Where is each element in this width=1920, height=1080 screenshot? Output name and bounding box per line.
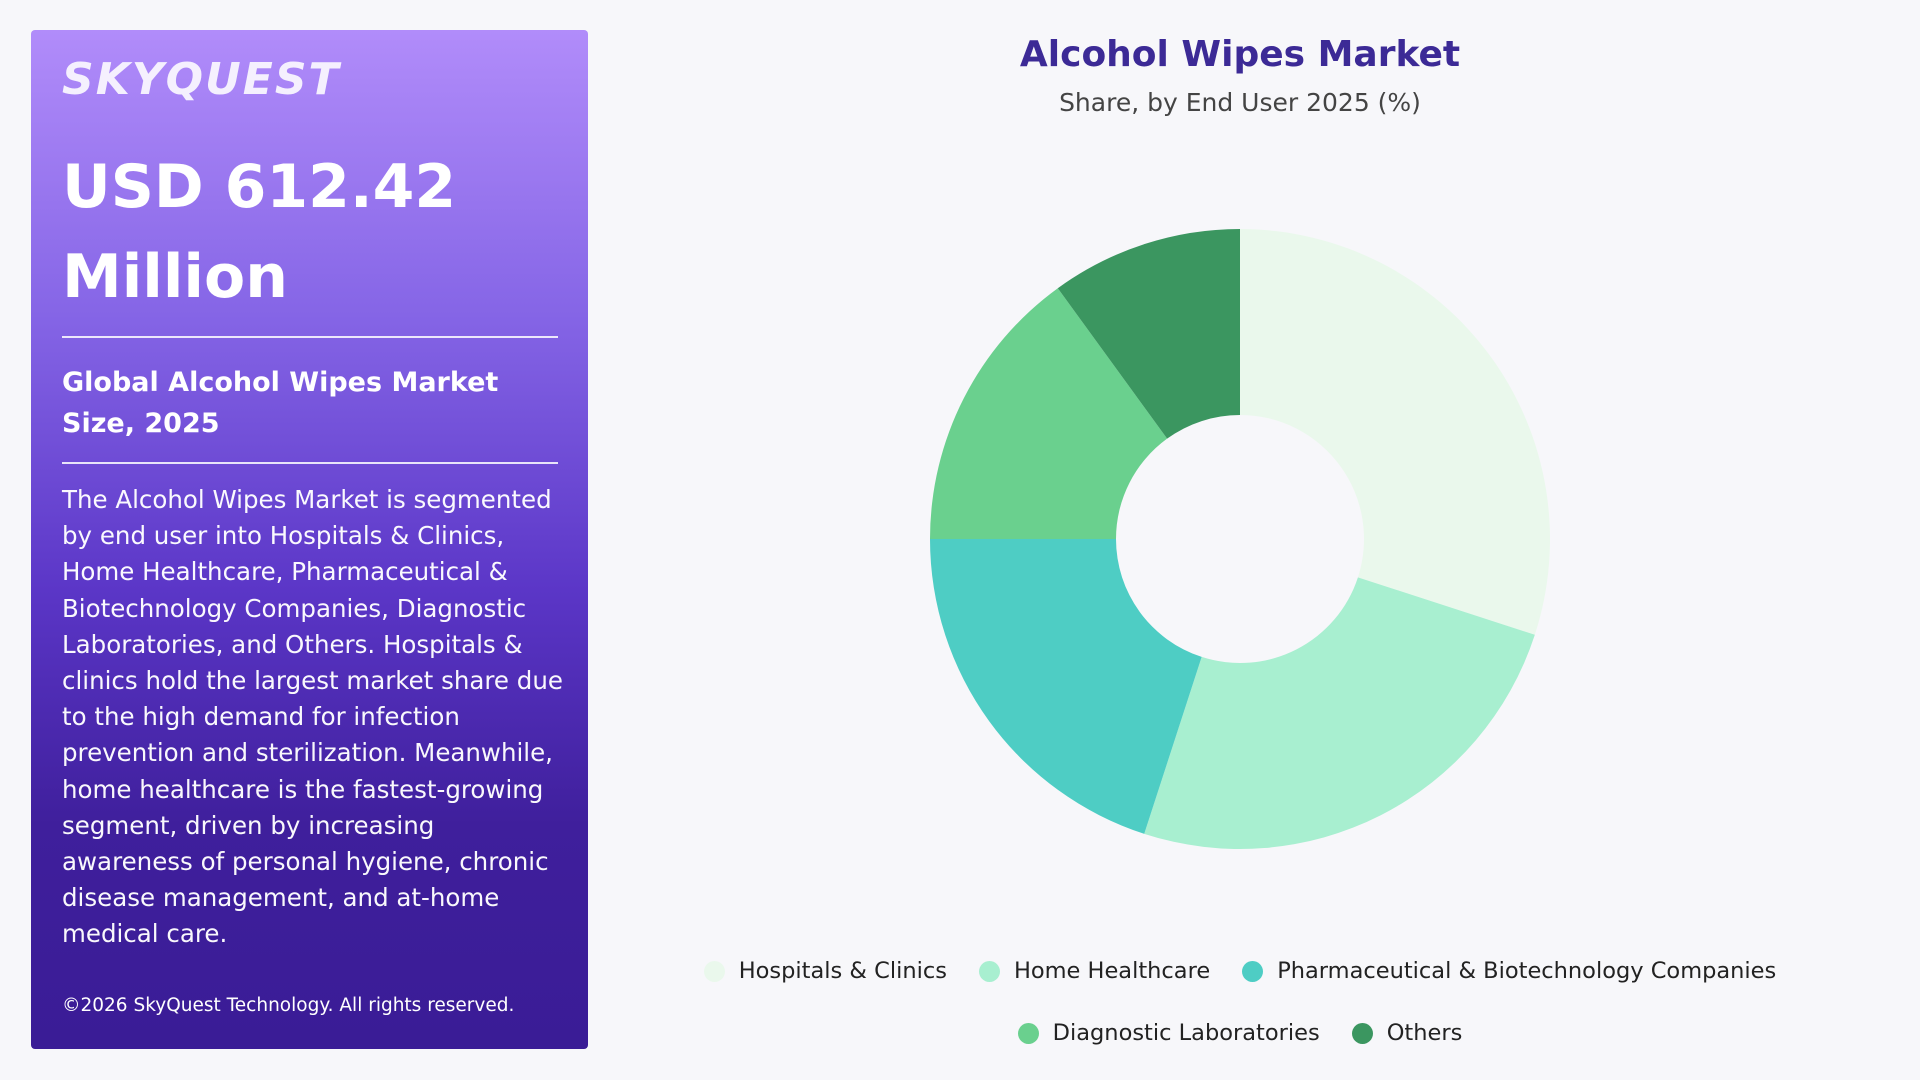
market-size-unit: Million (62, 242, 288, 312)
legend-swatch (703, 960, 725, 982)
legend-swatch (978, 960, 1000, 982)
legend-item-pharmaceutical-biotechnology-companies: Pharmaceutical & Biotechnology Companies (1242, 958, 1776, 984)
legend-swatch (1017, 1022, 1039, 1044)
donut-slice-pharmaceutical-biotechnology-companies (930, 539, 1202, 834)
donut-slice-diagnostic-laboratories (930, 288, 1168, 539)
legend-item-hospitals-clinics: Hospitals & Clinics (703, 958, 947, 984)
legend-item-home-healthcare: Home Healthcare (978, 958, 1211, 984)
legend-item-diagnostic-laboratories: Diagnostic Laboratories (1017, 1020, 1320, 1046)
market-size-amount: USD 612.42 (62, 152, 457, 222)
chart-subtitle: Share, by End User 2025 (%) (1059, 88, 1421, 117)
market-size-label: Global Alcohol Wipes Market Size, 2025 (62, 367, 499, 439)
donut-chart (930, 229, 1550, 849)
legend-label: Home Healthcare (1013, 958, 1211, 984)
legend-swatch (1242, 960, 1264, 982)
donut-slice-others (1057, 229, 1240, 439)
legend-label: Pharmaceutical & Biotechnology Companies (1277, 958, 1777, 984)
divider-top (62, 336, 558, 338)
market-size-value: USD 612.42 Million (62, 142, 562, 322)
copyright-notice: ©2026 SkyQuest Technology. All rights re… (62, 995, 515, 1016)
legend-swatch (1351, 1022, 1373, 1044)
chart-legend-row-2: Diagnostic Laboratories Others (640, 1020, 1840, 1046)
skyquest-logo: SKYQUEST (62, 54, 341, 105)
legend-label: Diagnostic Laboratories (1052, 1020, 1320, 1046)
market-description: The Alcohol Wipes Market is segmented by… (62, 485, 563, 949)
donut-slice-home-healthcare (1144, 577, 1535, 849)
chart-title: Alcohol Wipes Market (1019, 34, 1461, 75)
donut-slice-hospitals-clinics (1240, 229, 1550, 635)
divider-bottom (62, 462, 558, 464)
summary-panel: SKYQUEST USD 612.42 Million Global Alcoh… (31, 30, 588, 1049)
legend-label: Others (1386, 1020, 1463, 1046)
legend-item-others: Others (1351, 1020, 1463, 1046)
legend-label: Hospitals & Clinics (738, 958, 947, 984)
chart-legend-row-1: Hospitals & Clinics Home Healthcare Pharma… (640, 958, 1840, 984)
